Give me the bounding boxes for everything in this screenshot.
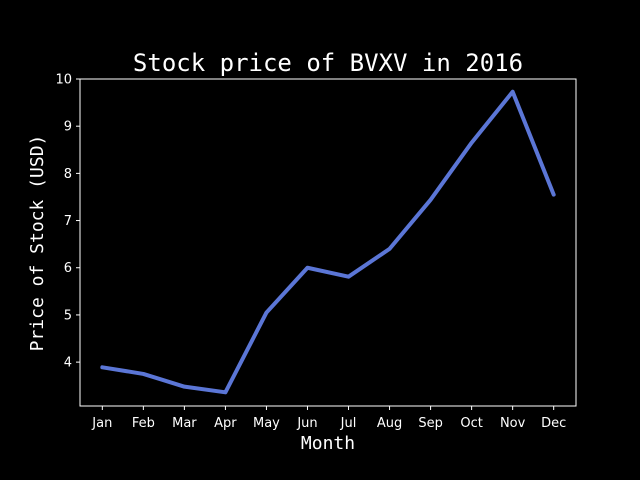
x-tick-label: Dec <box>541 416 566 431</box>
chart-title: Stock price of BVXV in 2016 <box>133 49 523 77</box>
x-tick-label: Sep <box>418 416 443 431</box>
y-tick-label: 7 <box>64 214 72 229</box>
y-tick-label: 5 <box>64 308 72 323</box>
x-tick-label: Aug <box>377 416 402 431</box>
x-tick-label: Oct <box>460 416 482 431</box>
plot-frame <box>79 78 577 407</box>
x-tick-label: Mar <box>172 416 197 431</box>
x-tick-label: Nov <box>500 416 526 431</box>
y-tick-label: 9 <box>64 120 72 135</box>
x-tick-label: Jul <box>340 416 357 431</box>
y-tick-label: 4 <box>64 356 72 371</box>
x-tick-label: Jun <box>296 416 317 431</box>
x-tick-label: Feb <box>132 416 155 431</box>
x-tick-label: Apr <box>214 416 237 431</box>
y-tick-label: 10 <box>55 73 72 88</box>
x-tick-label: May <box>253 416 280 431</box>
x-tick-label: Jan <box>91 416 112 431</box>
x-axis: Jan Feb Mar Apr May Jun Jul Aug Sep Oct Nov Dec <box>91 406 566 431</box>
series-line <box>100 89 556 395</box>
y-axis-label: Price of Stock (USD) <box>27 135 48 352</box>
y-tick-label: 6 <box>64 261 72 276</box>
x-axis-label: Month <box>301 433 355 454</box>
y-axis: 4 5 6 7 8 9 10 <box>55 73 80 371</box>
y-tick-label: 8 <box>64 167 72 182</box>
